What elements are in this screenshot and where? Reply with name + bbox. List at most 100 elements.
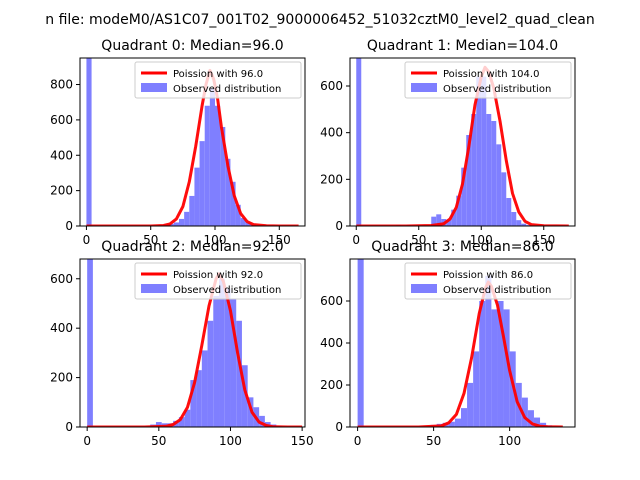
quadrant-3-hist-bar [521, 397, 528, 427]
quadrant-1-legend-label-observed: Observed distribution [443, 84, 551, 95]
quadrant-3-legend-label-observed: Observed distribution [443, 285, 551, 296]
quadrant-3-hist-bar [460, 408, 468, 427]
quadrant-3-hist-bar [527, 410, 534, 427]
quadrant-0-legend-bar-swatch [141, 83, 167, 92]
quadrant-0-xtick-label: 150 [268, 233, 291, 247]
quadrant-0-xtick-label: 100 [204, 233, 227, 247]
quadrant-2-axes-frame [79, 258, 306, 428]
quadrant-0-xtick-label: 0 [83, 233, 91, 247]
quadrant-0-hist-bar [235, 204, 241, 226]
quadrant-0-panel: Quadrant 0: Median=96.0 0 50 100 150 0 200 400 6… [50, 38, 306, 247]
quadrant-0-hist-bar [230, 181, 236, 226]
quadrant-2-panel: Quadrant 2: Median=92.0 0 50 100 150 0 200 400 6… [50, 239, 313, 448]
quadrant-3-hist-bar [540, 422, 547, 427]
quadrant-3-ytick-label: 200 [320, 378, 343, 392]
quadrant-1-ytick-label: 600 [320, 79, 343, 93]
quadrant-2-hist-bar [207, 320, 214, 427]
quadrant-0-hist-bar [199, 141, 205, 226]
quadrant-2-hist-bar [213, 296, 220, 427]
quadrant-1-hist-bar [516, 220, 522, 226]
quadrant-3-title: Quadrant 3: Median=86.0 [371, 239, 553, 255]
quadrant-3-hist-bar [497, 301, 504, 427]
quadrant-2-xtick-label: 100 [219, 434, 242, 448]
quadrant-1-hist-bar [461, 167, 467, 226]
quadrant-3-legend-label-fit: Poission with 86.0 [443, 270, 533, 281]
quadrant-3-xtick-label: 50 [426, 434, 441, 448]
quadrant-0-hist-bar [168, 223, 174, 226]
quadrant-0-legend-label-observed: Observed distribution [173, 84, 281, 95]
quadrant-1-hist-bar [506, 198, 512, 226]
quadrant-1-hist-bar [521, 223, 527, 226]
quadrant-2-legend-box [134, 262, 302, 300]
quadrant-2-xtick-label: 50 [151, 434, 166, 448]
quadrant-3-panel: Quadrant 3: Median=86.0 0 50 100 0 200 400 600 P… [320, 239, 576, 448]
quadrant-0-hist-bar [173, 222, 179, 226]
quadrant-3-hist-bar [503, 309, 510, 427]
quadrant-0-title: Quadrant 0: Median=96.0 [101, 38, 283, 54]
quadrant-1-ytick-label: 0 [335, 219, 343, 233]
quadrant-1-axes-frame [349, 57, 576, 227]
quadrant-1-hist-bar [436, 214, 442, 226]
quadrant-0-hist-bar [86, 58, 92, 226]
quadrant-2-ytick-label: 200 [50, 371, 73, 385]
quadrant-1-legend-bar-swatch [411, 83, 437, 92]
quadrant-1-hist-bar [476, 76, 482, 226]
quadrant-2-legend-label-observed: Observed distribution [173, 285, 281, 296]
quadrant-3-legend-bar-swatch [411, 284, 437, 293]
quadrant-0-hist-bar [215, 105, 221, 226]
quadrant-1-hist-bar [486, 114, 492, 226]
quadrant-0-legend-box [134, 61, 302, 99]
quadrant-1-xtick-label: 100 [470, 233, 493, 247]
quadrant-1-hist-bar [491, 121, 497, 226]
quadrant-2-hist-bar [155, 422, 162, 427]
quadrant-3-hist-bar [485, 275, 492, 427]
figure-suptitle: n file: modeM0/AS1C07_001T02_9000006452_… [45, 12, 594, 28]
quadrant-0-hist-bar [189, 195, 195, 226]
quadrant-0-hist-bar [204, 105, 210, 226]
quadrant-3-hist-bar [473, 351, 480, 427]
quadrant-1-hist-bar [471, 114, 477, 226]
quadrant-3-hist-bar [357, 259, 364, 427]
quadrant-0-hist-bar [220, 126, 226, 226]
quadrant-0-hist-bar [209, 88, 215, 226]
quadrant-1-xtick-label: 50 [411, 233, 426, 247]
quadrant-1-hist-bar [456, 195, 462, 226]
quadrant-2-hist-bar [87, 259, 93, 427]
quadrant-1-hist-bar [511, 212, 517, 226]
quadrant-2-hist-bar [259, 415, 265, 427]
quadrant-1-ytick-label: 400 [320, 126, 343, 140]
quadrant-0-ytick-label: 400 [50, 148, 73, 162]
quadrant-2-hist-bar [184, 409, 191, 427]
quadrant-1-panel: Quadrant 1: Median=104.0 0 50 100 150 0 200 400… [320, 38, 576, 247]
quadrant-1-hist-bar [446, 220, 452, 226]
quadrant-2-xtick-label: 0 [83, 434, 91, 448]
quadrant-3-legend-box [404, 262, 572, 300]
quadrant-0-hist-bar [245, 222, 251, 226]
quadrant-3-legend: Poission with 86.0 Observed distribution [404, 262, 572, 300]
quadrant-3-hist-bar [448, 421, 455, 427]
quadrant-3-poisson-line [357, 280, 563, 427]
quadrant-3-xtick-label: 100 [498, 434, 521, 448]
quadrant-1-hist-bar [501, 172, 507, 226]
quadrant-2-hist-bar [236, 320, 242, 427]
quadrant-3-hist-bar [479, 301, 486, 427]
quadrant-3-hist-bar [454, 418, 461, 427]
quadrant-1-hist-bar [496, 144, 502, 226]
quadrant-2-hist-bar [230, 298, 237, 427]
quadrant-2-ytick-label: 0 [65, 420, 73, 434]
quadrant-3-hist-bar [533, 417, 541, 427]
quadrant-0-legend-label-fit: Poission with 96.0 [173, 69, 263, 80]
quadrant-0-hist-bar [179, 218, 185, 226]
quadrant-2-hist-bar [224, 288, 231, 427]
quadrant-0-legend: Poission with 96.0 Observed distribution [134, 61, 302, 99]
quadrant-0-ytick-label: 200 [50, 184, 73, 198]
quadrant-0-ytick-label: 600 [50, 113, 73, 127]
quadrant-3-hist-bar [467, 382, 474, 427]
quadrant-3-ytick-label: 400 [320, 336, 343, 350]
quadrant-1-hist-bar [431, 216, 437, 226]
quadrant-2-plot-area [87, 259, 303, 427]
quadrant-1-legend: Poission with 104.0 Observed distribution [404, 61, 572, 99]
quadrant-0-hist-bar [240, 218, 246, 226]
quadrant-2-hist-bar [178, 417, 185, 427]
